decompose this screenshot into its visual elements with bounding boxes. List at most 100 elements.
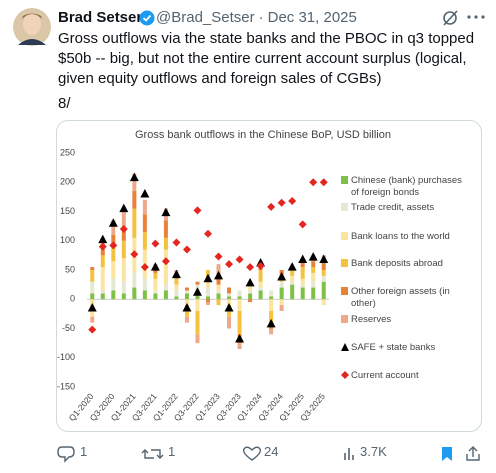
- y-tick-label: 200: [60, 177, 75, 187]
- legend-swatch: [341, 371, 349, 379]
- bar-segment: [258, 270, 263, 282]
- bar-segment: [184, 293, 189, 300]
- author-name[interactable]: Brad Setser: [58, 9, 143, 26]
- bar-segment: [132, 287, 137, 300]
- action-icons: [57, 446, 480, 463]
- triangle-marker: [119, 203, 129, 213]
- triangle-marker: [150, 262, 160, 271]
- like-count[interactable]: 24: [264, 444, 279, 459]
- bar-segment: [227, 287, 232, 294]
- bar-segment: [100, 246, 105, 256]
- bar-segment: [153, 290, 158, 294]
- triangle-marker: [245, 277, 255, 287]
- legend-item: SAFE + state banks: [341, 342, 471, 354]
- y-tick-label: 150: [60, 206, 75, 216]
- diamond-marker: [193, 206, 202, 215]
- bar-segment: [311, 272, 316, 282]
- bar-segment: [111, 220, 116, 235]
- avatar[interactable]: [12, 7, 52, 47]
- legend-marker: [341, 315, 348, 323]
- diamond-marker: [214, 252, 223, 261]
- legend-item: Current account: [341, 370, 471, 382]
- repost-count[interactable]: 1: [168, 444, 176, 459]
- legend-label: Current account: [351, 370, 419, 381]
- legend-item: Trade credit, assets: [341, 202, 471, 214]
- bar-segment: [174, 284, 179, 291]
- legend-marker: [341, 203, 348, 211]
- y-tick-label: -100: [57, 352, 75, 362]
- bar-segment: [237, 343, 242, 349]
- diamond-marker: [235, 255, 244, 264]
- views-icon[interactable]: [344, 448, 354, 460]
- chart-image[interactable]: Gross bank outflows in the Chinese BoP, …: [56, 120, 482, 432]
- legend-marker: [341, 176, 348, 184]
- legend-item: Reserves: [341, 314, 471, 326]
- bar-segment: [206, 281, 210, 288]
- legend-item: Other foreign assets (in other): [341, 286, 471, 310]
- view-count[interactable]: 3.7K: [360, 444, 387, 459]
- triangle-marker: [214, 270, 224, 280]
- triangle-marker: [171, 269, 181, 279]
- bar-segment: [290, 284, 295, 300]
- legend-label: Trade credit, assets: [351, 202, 435, 213]
- legend-label: SAFE + state banks: [351, 342, 436, 353]
- bar-segment: [111, 234, 116, 247]
- handle[interactable]: @Brad_Setser: [156, 9, 255, 26]
- triangle-marker: [203, 273, 213, 283]
- repost-icon[interactable]: [141, 449, 164, 459]
- legend-swatch: [341, 232, 348, 240]
- bar-segment: [279, 287, 284, 300]
- bar-segment: [184, 299, 189, 306]
- bar-segment: [321, 270, 326, 276]
- legend-swatch: [341, 315, 348, 323]
- bar-segment: [121, 281, 126, 294]
- legend-marker: [341, 371, 349, 379]
- reply-icon[interactable]: [57, 446, 75, 463]
- bar-segment: [121, 211, 126, 230]
- date[interactable]: Dec 31, 2025: [267, 9, 357, 26]
- bar-segment: [195, 334, 200, 344]
- bar-segment: [121, 293, 126, 300]
- bar-segment: [248, 284, 253, 291]
- diamond-marker: [277, 198, 286, 207]
- triangle-marker: [108, 218, 118, 227]
- y-tick-label: 50: [65, 264, 75, 274]
- bar-segment: [142, 214, 147, 232]
- tweet-text: Gross outflows via the state banks and t…: [58, 30, 475, 87]
- bar-segment: [111, 278, 116, 291]
- legend-marker: [341, 259, 348, 267]
- bar-segment: [269, 299, 274, 311]
- diamond-marker: [182, 245, 191, 254]
- triangle-marker: [266, 318, 276, 328]
- bar-segment: [142, 231, 147, 250]
- bar-segment: [174, 296, 179, 300]
- legend-marker: [341, 343, 349, 351]
- diamond-marker: [319, 178, 328, 187]
- diamond-marker: [267, 202, 276, 211]
- bar-segment: [258, 287, 263, 291]
- diamond-marker: [298, 220, 307, 229]
- share-icon[interactable]: [466, 446, 480, 461]
- bar-segment: [248, 290, 253, 294]
- bar-segment: [100, 293, 105, 300]
- triangle-marker: [87, 303, 97, 312]
- bar-segment: [163, 220, 168, 238]
- bar-segment: [311, 267, 316, 273]
- bar-segment: [142, 199, 147, 215]
- reply-count[interactable]: 1: [80, 444, 88, 459]
- more-menu[interactable]: [466, 11, 486, 23]
- bar-segment: [153, 293, 158, 300]
- bar-segment: [142, 290, 147, 300]
- grok-icon[interactable]: [441, 9, 459, 27]
- bar-segment: [311, 281, 316, 288]
- bookmark-icon[interactable]: [442, 447, 452, 461]
- diamond-marker: [288, 196, 297, 205]
- bar-segment: [132, 208, 137, 238]
- legend-label: Bank deposits abroad: [351, 258, 443, 269]
- triangle-marker: [298, 254, 308, 263]
- like-icon[interactable]: [242, 446, 262, 461]
- legend-item: Bank deposits abroad: [341, 258, 471, 270]
- triangle-marker: [308, 252, 318, 261]
- diamond-marker: [130, 250, 139, 259]
- bar-segment: [248, 299, 253, 303]
